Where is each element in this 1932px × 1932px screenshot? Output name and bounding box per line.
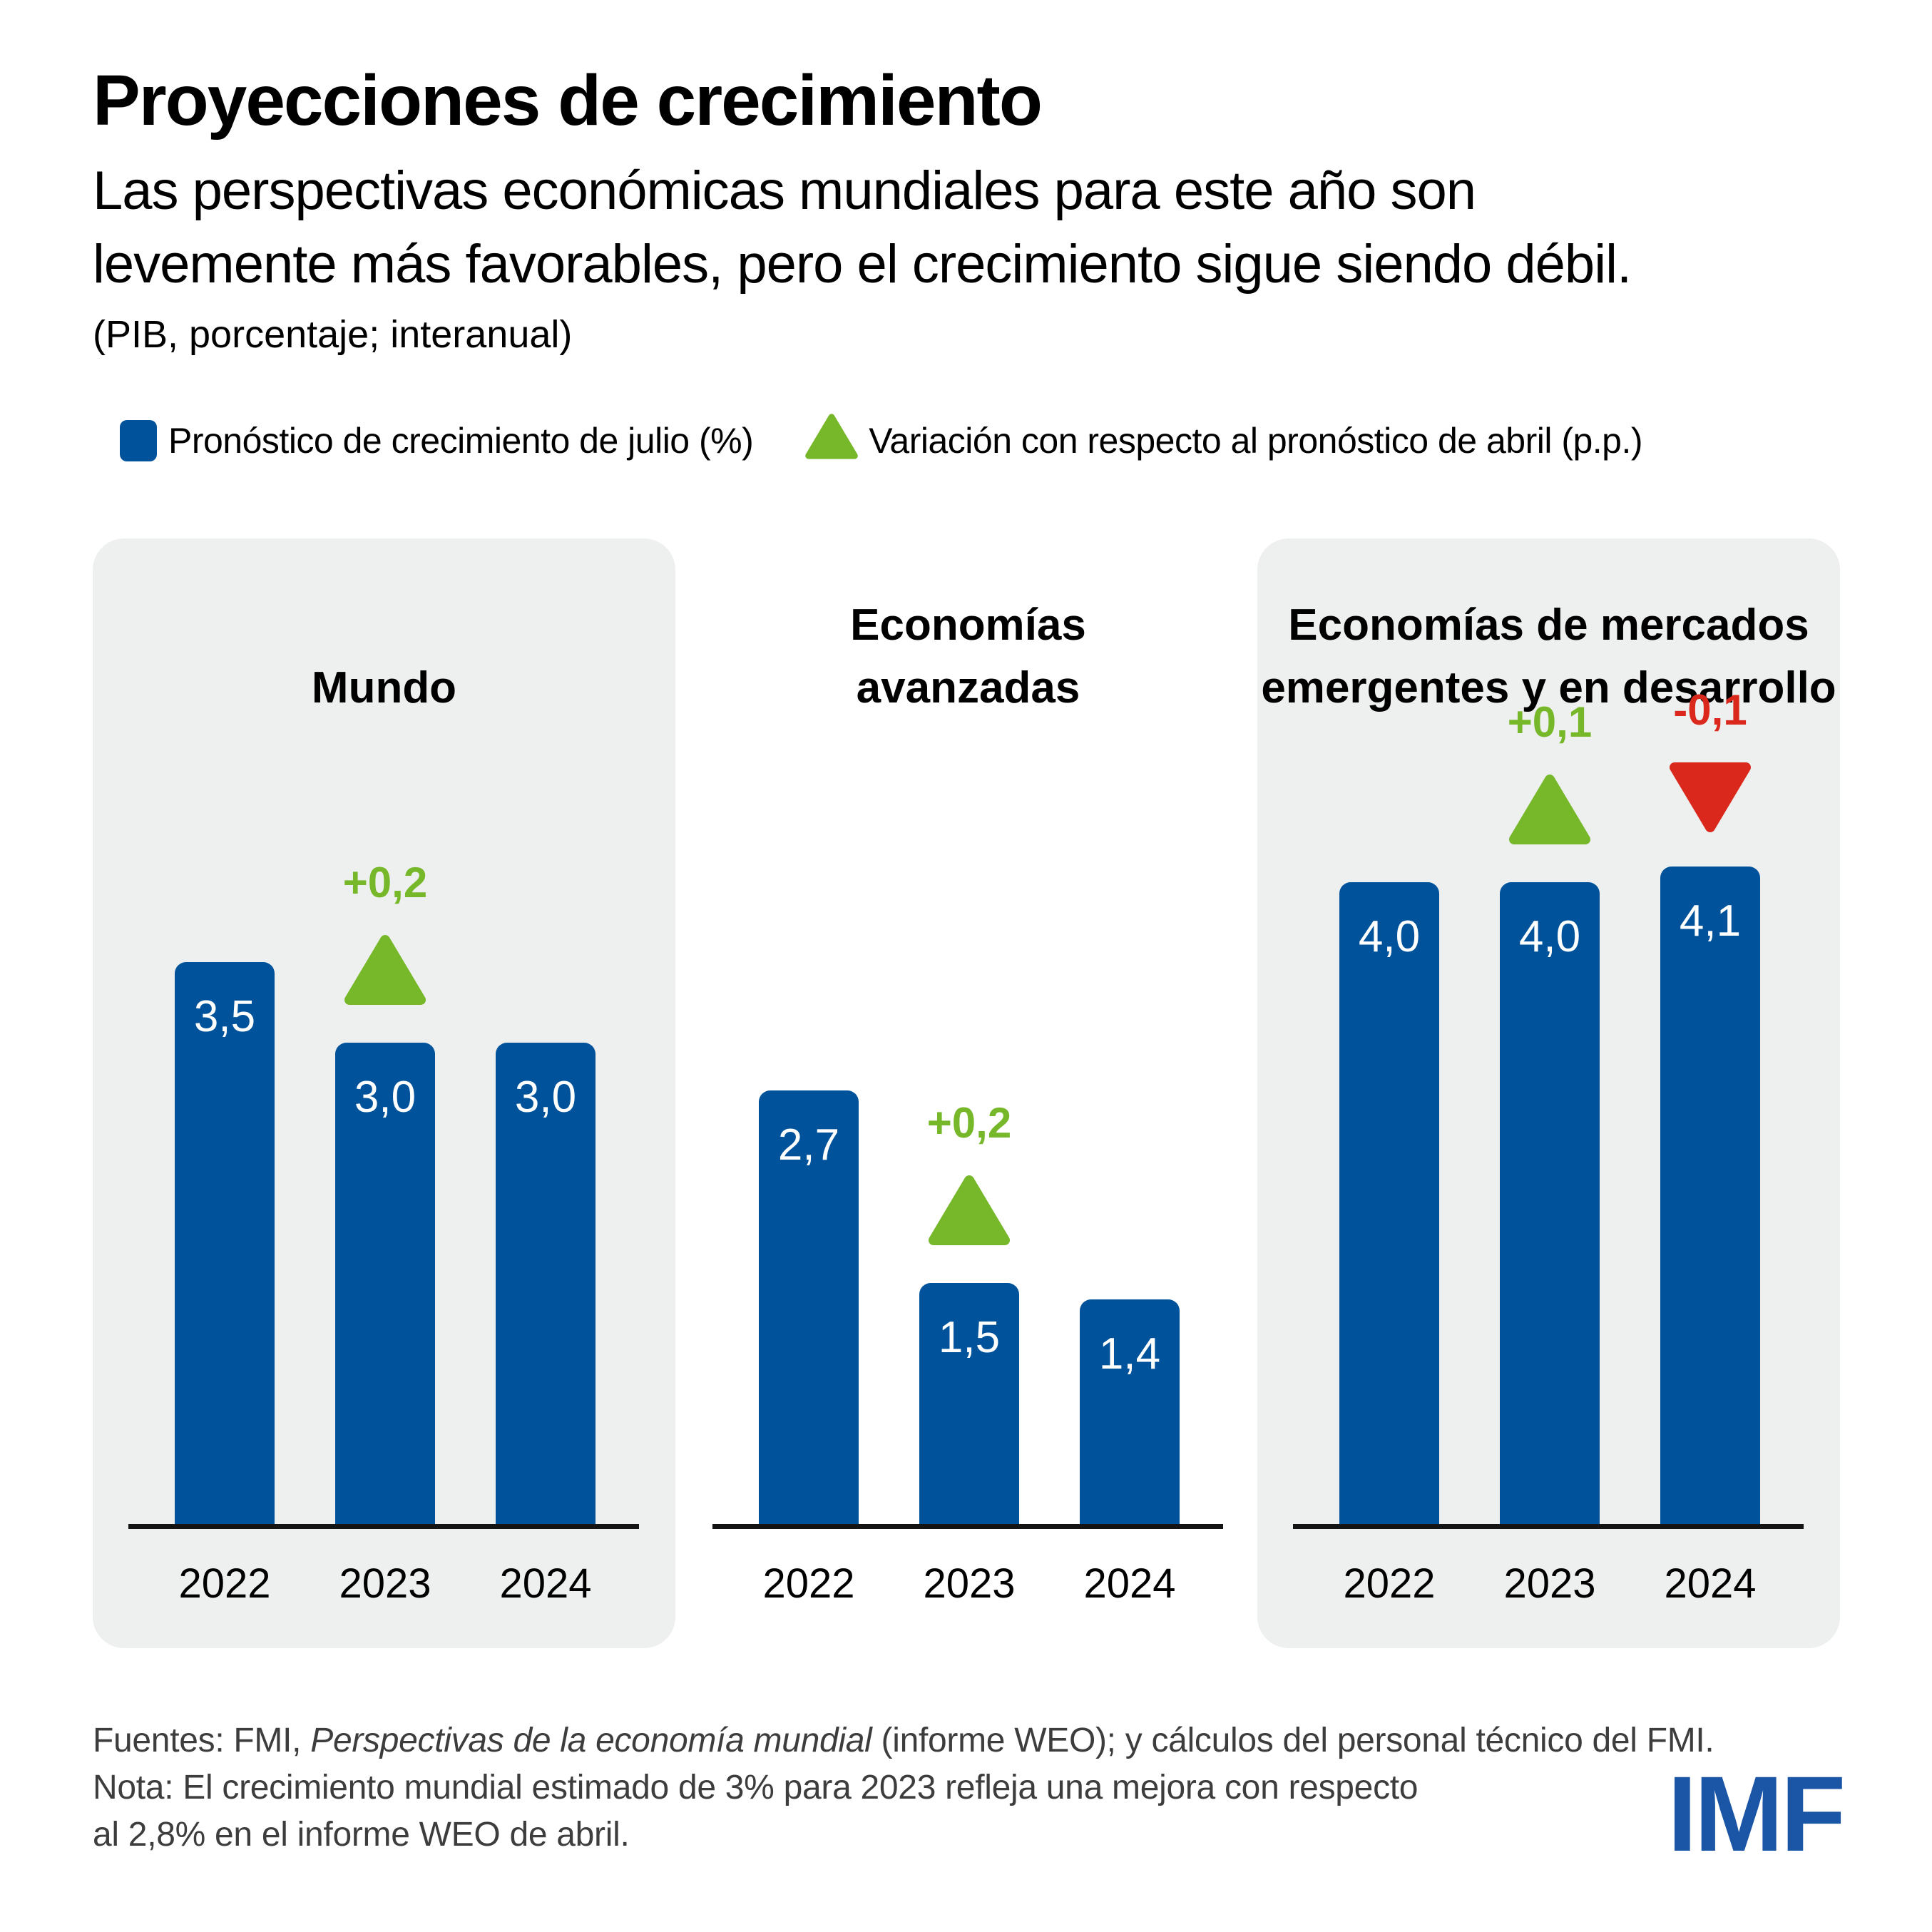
year-label-2024: 2024	[1664, 1560, 1757, 1607]
revision-triangle-up-icon	[925, 1173, 1013, 1251]
x-axis-line	[712, 1524, 1223, 1529]
bar-value-label: 4,1	[1679, 896, 1742, 946]
source-title-italic: Perspectivas de la economía mundial	[310, 1722, 872, 1759]
bar-value-label: 1,5	[938, 1313, 1001, 1362]
x-axis-line	[1293, 1524, 1804, 1529]
legend-forecast-label: Pronóstico de crecimiento de julio (%)	[168, 421, 754, 461]
revision-triangle-up-icon	[341, 933, 429, 1011]
year-label-2023: 2023	[339, 1560, 431, 1607]
bar-economias-avanzadas-2023	[919, 1283, 1019, 1524]
panel-mercados-emergentes: Economías de mercados emergentes y en des…	[1257, 538, 1840, 1648]
panel-title-economias-avanzadas-line2: avanzadas	[856, 663, 1080, 712]
year-label-2023: 2023	[1503, 1560, 1596, 1607]
year-label-2022: 2022	[1343, 1560, 1436, 1607]
bar-value-label: 3,5	[193, 992, 256, 1041]
bar-mundo-2022	[175, 962, 275, 1524]
legend: Pronóstico de crecimiento de julio (%) V…	[120, 412, 1643, 469]
x-axis-line	[128, 1524, 639, 1529]
subtitle-line-1: Las perspectivas económicas mundiales pa…	[93, 160, 1476, 221]
revision-label: +0,1	[1507, 698, 1593, 746]
revision-label: +0,2	[342, 859, 428, 906]
revision-triangle-up-icon	[1506, 772, 1594, 850]
year-label-2023: 2023	[923, 1560, 1016, 1607]
bar-mundo-2023	[335, 1043, 435, 1524]
revision-triangle-down-icon	[1666, 760, 1754, 838]
bar-value-label: 2,7	[777, 1120, 840, 1170]
bar-value-label: 3,0	[354, 1073, 416, 1122]
footer-notes: Fuentes: FMI, Perspectivas de la economí…	[93, 1717, 1714, 1859]
year-label-2024: 2024	[499, 1560, 592, 1607]
sources-line: Fuentes: FMI, Perspectivas de la economí…	[93, 1722, 1714, 1759]
subtitle-line-2: levemente más favorables, pero el crecim…	[93, 234, 1632, 295]
year-label-2022: 2022	[762, 1560, 855, 1607]
panel-mundo: Mundo 3,5 2022 3,0 2023 +0,2 3,0 2024	[93, 538, 675, 1648]
revision-label: -0,1	[1673, 686, 1747, 734]
bar-value-label: 1,4	[1098, 1329, 1161, 1379]
imf-logo: IMF	[1667, 1754, 1846, 1874]
bar-mercados-emergentes-2024	[1660, 867, 1760, 1524]
year-label-2022: 2022	[178, 1560, 271, 1607]
bar-economias-avanzadas-2024	[1080, 1299, 1180, 1524]
panel-title-mercados-emergentes-line1: Economías de mercados	[1288, 600, 1809, 650]
subtitle: Las perspectivas económicas mundiales pa…	[93, 154, 1632, 301]
bar-value-label: 3,0	[514, 1073, 577, 1122]
page-title: Proyecciones de crecimiento	[93, 61, 1043, 140]
note-line-1: Nota: El crecimiento mundial estimado de…	[93, 1769, 1419, 1806]
revision-triangle-up-icon	[803, 412, 860, 469]
panel-economias-avanzadas: Economías avanzadas 2,7 2022 1,5 2023 +0,2 1,4 2…	[677, 538, 1259, 1648]
revision-label: +0,2	[926, 1099, 1012, 1147]
bar-mundo-2024	[496, 1043, 596, 1524]
bar-mercados-emergentes-2023	[1500, 882, 1600, 1524]
panel-title-mundo-line1: Mundo	[311, 663, 457, 712]
bar-value-label: 4,0	[1358, 912, 1421, 961]
note-line-2: al 2,8% en el informe WEO de abril.	[93, 1816, 630, 1854]
forecast-swatch-icon	[120, 420, 157, 461]
unit-note: (PIB, porcentaje; interanual)	[93, 313, 573, 356]
legend-revision-label: Variación con respecto al pronóstico de …	[869, 421, 1643, 461]
bar-economias-avanzadas-2022	[759, 1090, 859, 1524]
bar-value-label: 4,0	[1518, 912, 1581, 961]
panel-title-economias-avanzadas-line1: Economías	[850, 600, 1086, 650]
year-label-2024: 2024	[1083, 1560, 1176, 1607]
panel-title-mercados-emergentes-line2: emergentes y en desarrollo	[1261, 663, 1836, 712]
bar-mercados-emergentes-2022	[1339, 882, 1439, 1524]
